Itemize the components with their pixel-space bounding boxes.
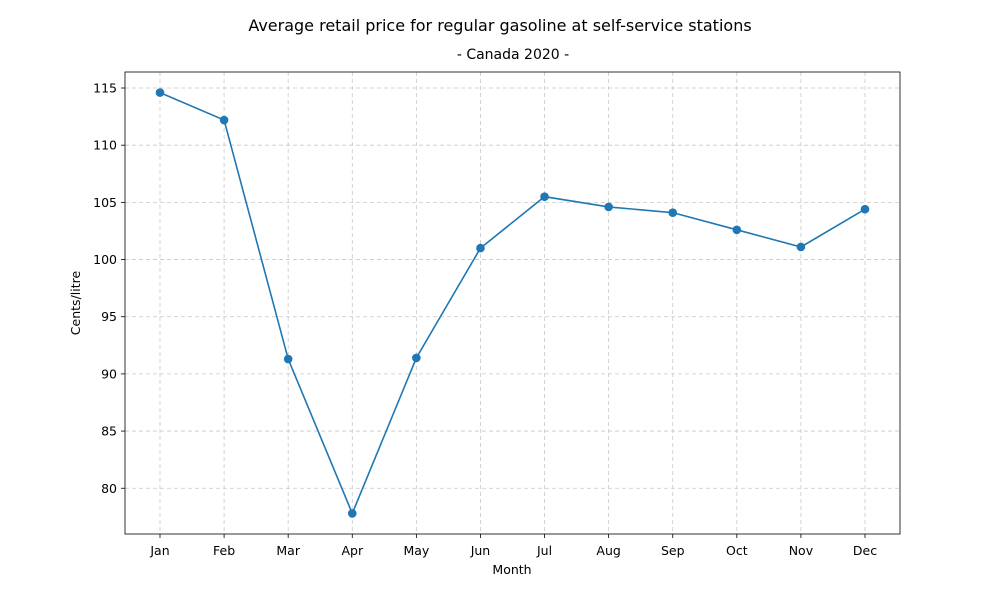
data-point-sep [668, 208, 678, 217]
series-layer [155, 88, 870, 518]
data-point-mar [283, 354, 293, 364]
axis-ticks: 80 85 90 95 100 105 110 115 Jan Feb Mar Apr May Jun Ju… [93, 81, 877, 558]
x-tick-label: Mar [276, 543, 300, 558]
plot-frame [124, 71, 901, 535]
data-point-feb [219, 115, 229, 125]
data-point-nov [796, 242, 806, 252]
data-point-dec [860, 204, 870, 214]
grid [125, 72, 900, 534]
x-tick-label: Feb [213, 543, 235, 558]
data-point-jul [540, 192, 549, 201]
y-tick-label: 85 [101, 424, 117, 439]
series-line [159, 91, 866, 516]
x-tick-label: Jun [470, 543, 491, 558]
y-tick-label: 80 [101, 481, 117, 496]
x-tick-label: Sep [661, 543, 685, 558]
x-tick-label: Jul [536, 543, 552, 558]
y-tick-label: 100 [93, 252, 117, 267]
x-tick-label: Apr [341, 543, 363, 558]
data-point-may [412, 353, 421, 363]
x-tick-label: Oct [726, 543, 748, 558]
y-axis-label: Cents/litre [68, 271, 83, 336]
data-point-jun [476, 243, 485, 253]
y-tick-label: 115 [93, 81, 117, 96]
data-point-apr [347, 509, 357, 518]
data-point-aug [604, 202, 613, 212]
y-tick-label: 110 [93, 138, 117, 153]
x-tick-label: Aug [596, 543, 620, 558]
data-point-jan [155, 88, 165, 97]
x-tick-label: Nov [789, 543, 814, 558]
data-point-oct [732, 225, 742, 235]
chart-subtitle: - Canada 2020 - [457, 47, 569, 63]
x-tick-label: May [403, 543, 429, 558]
x-tick-label: Dec [853, 543, 877, 558]
x-tick-label: Jan [149, 543, 169, 558]
x-axis-label: Month [492, 562, 531, 577]
chart-title: Average retail price for regular gasolin… [248, 16, 751, 35]
y-tick-label: 95 [101, 309, 117, 324]
y-tick-label: 105 [93, 195, 117, 210]
y-tick-label: 90 [101, 366, 117, 381]
